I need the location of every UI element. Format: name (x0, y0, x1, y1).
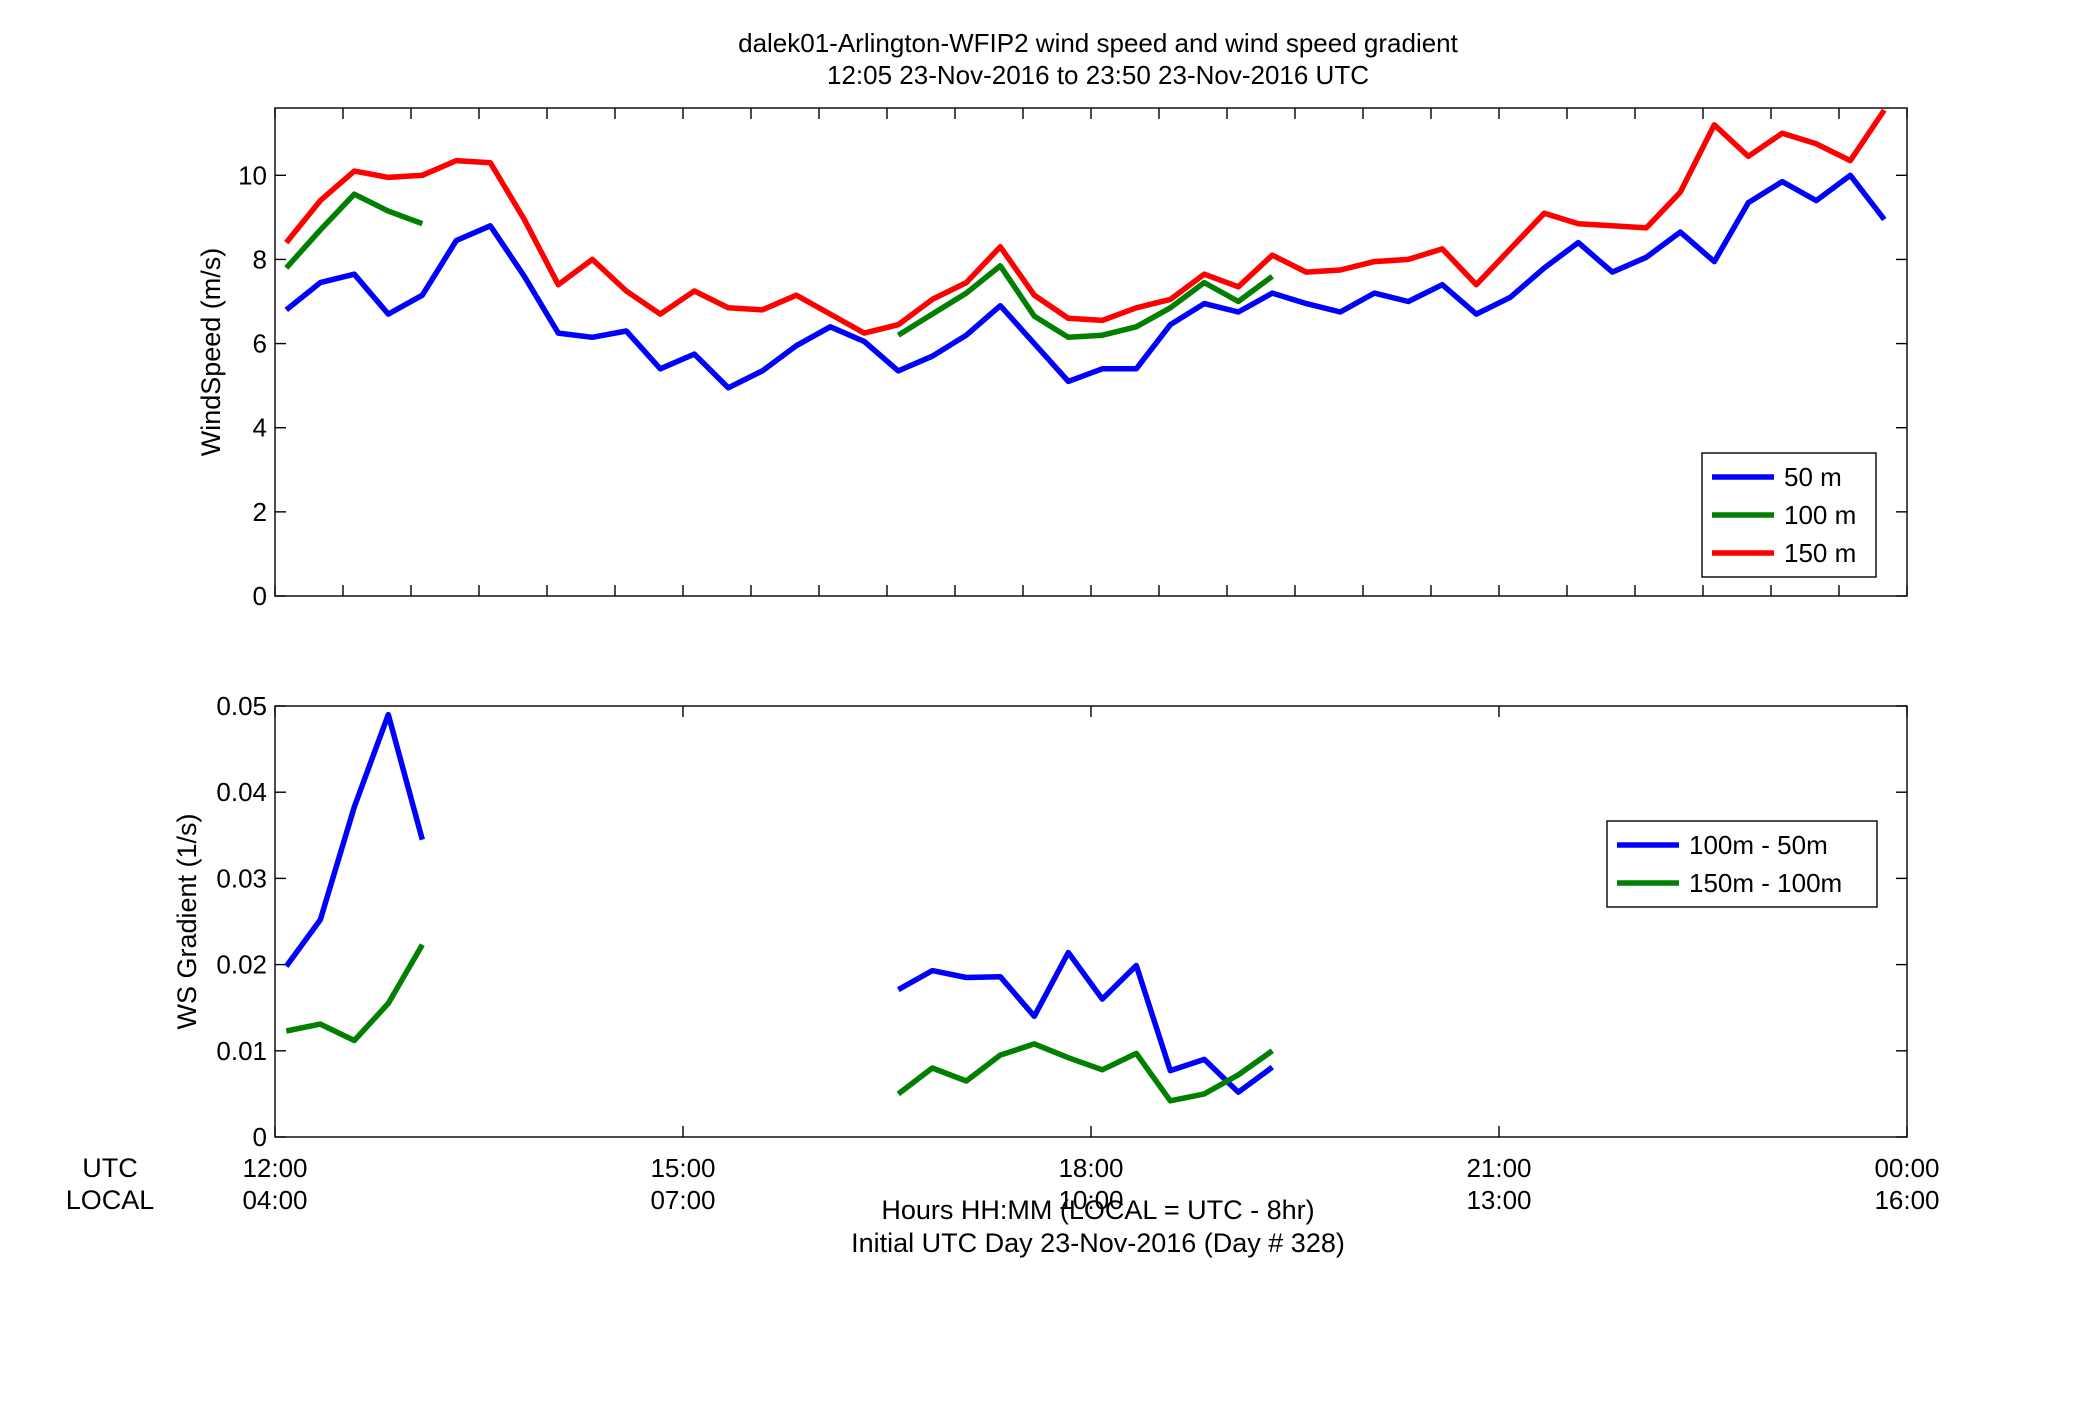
series-line-100-m (284, 191, 424, 270)
utc-row-label: UTC (82, 1153, 138, 1183)
x-tick-label-local: 13:00 (1466, 1185, 1531, 1215)
legend-label: 150 m (1784, 538, 1856, 568)
series-line-100m-50m (896, 949, 1274, 1095)
y-tick-label: 0 (253, 1122, 267, 1152)
series-line-100m-50m (284, 711, 425, 968)
y-tick-label: 2 (253, 497, 267, 527)
y-tick-label: 8 (253, 244, 267, 274)
legend-label: 100 m (1784, 500, 1856, 530)
local-row-label: LOCAL (66, 1185, 155, 1215)
x-tick-label-utc: 21:00 (1466, 1153, 1531, 1183)
y-tick-label: 0 (253, 581, 267, 611)
y-tick-label: 6 (253, 329, 267, 359)
plot-frame (274, 705, 1908, 1138)
legend-label: 100m - 50m (1689, 830, 1828, 860)
top-plot: 0 2 4 6 8 10 WindSpeed (m/s) 50 m 100 m 150 m (196, 107, 1908, 611)
x-tick-label-utc: 12:00 (242, 1153, 307, 1183)
x-tick-label-utc: 18:00 (1058, 1153, 1123, 1183)
legend-label: 50 m (1784, 462, 1842, 492)
bottom-plot: 0 0.01 0.02 0.03 0.04 0.05 WS Gradient (1/s) 12… (172, 691, 1940, 1215)
figure-title-line2: 12:05 23-Nov-2016 to 23:50 23-Nov-2016 U… (827, 60, 1369, 90)
x-tick-label-local: 07:00 (650, 1185, 715, 1215)
x-tick-label-local: 16:00 (1874, 1185, 1939, 1215)
y-tick-label: 10 (238, 160, 267, 190)
series-line-150m-100m (896, 1041, 1274, 1104)
x-tick-label-local: 10:00 (1058, 1185, 1123, 1215)
x-axis-label-line2: Initial UTC Day 23-Nov-2016 (Day # 328) (851, 1228, 1345, 1258)
y-tick-label: 4 (253, 413, 267, 443)
legend-label: 150m - 100m (1689, 868, 1842, 898)
series-line-50-m (284, 172, 1887, 391)
figure-title-line1: dalek01-Arlington-WFIP2 wind speed and w… (738, 28, 1459, 58)
y-tick-label: 0.03 (216, 863, 267, 893)
y-tick-label: 0.04 (216, 777, 267, 807)
series-line-150m-100m (285, 943, 425, 1044)
x-tick-label-utc: 15:00 (650, 1153, 715, 1183)
y-tick-label: 0.01 (216, 1036, 267, 1066)
legend: 100m - 50m 150m - 100m (1606, 820, 1878, 908)
x-tick-label-local: 04:00 (242, 1185, 307, 1215)
y-tick-label: 0.05 (216, 691, 267, 721)
series-line-150-m (284, 108, 1887, 336)
x-tick-label-utc: 00:00 (1874, 1153, 1939, 1183)
y-tick-label: 0.02 (216, 950, 267, 980)
x-axis-label-line1: Hours HH:MM (LOCAL = UTC - 8hr) (881, 1195, 1314, 1225)
y-axis-label: WindSpeed (m/s) (196, 248, 226, 457)
legend: 50 m 100 m 150 m (1701, 452, 1877, 578)
series-line-100-m (896, 263, 1274, 341)
legend-box (1606, 820, 1878, 908)
y-axis-label: WS Gradient (1/s) (172, 813, 202, 1029)
plot-frame (274, 107, 1908, 597)
